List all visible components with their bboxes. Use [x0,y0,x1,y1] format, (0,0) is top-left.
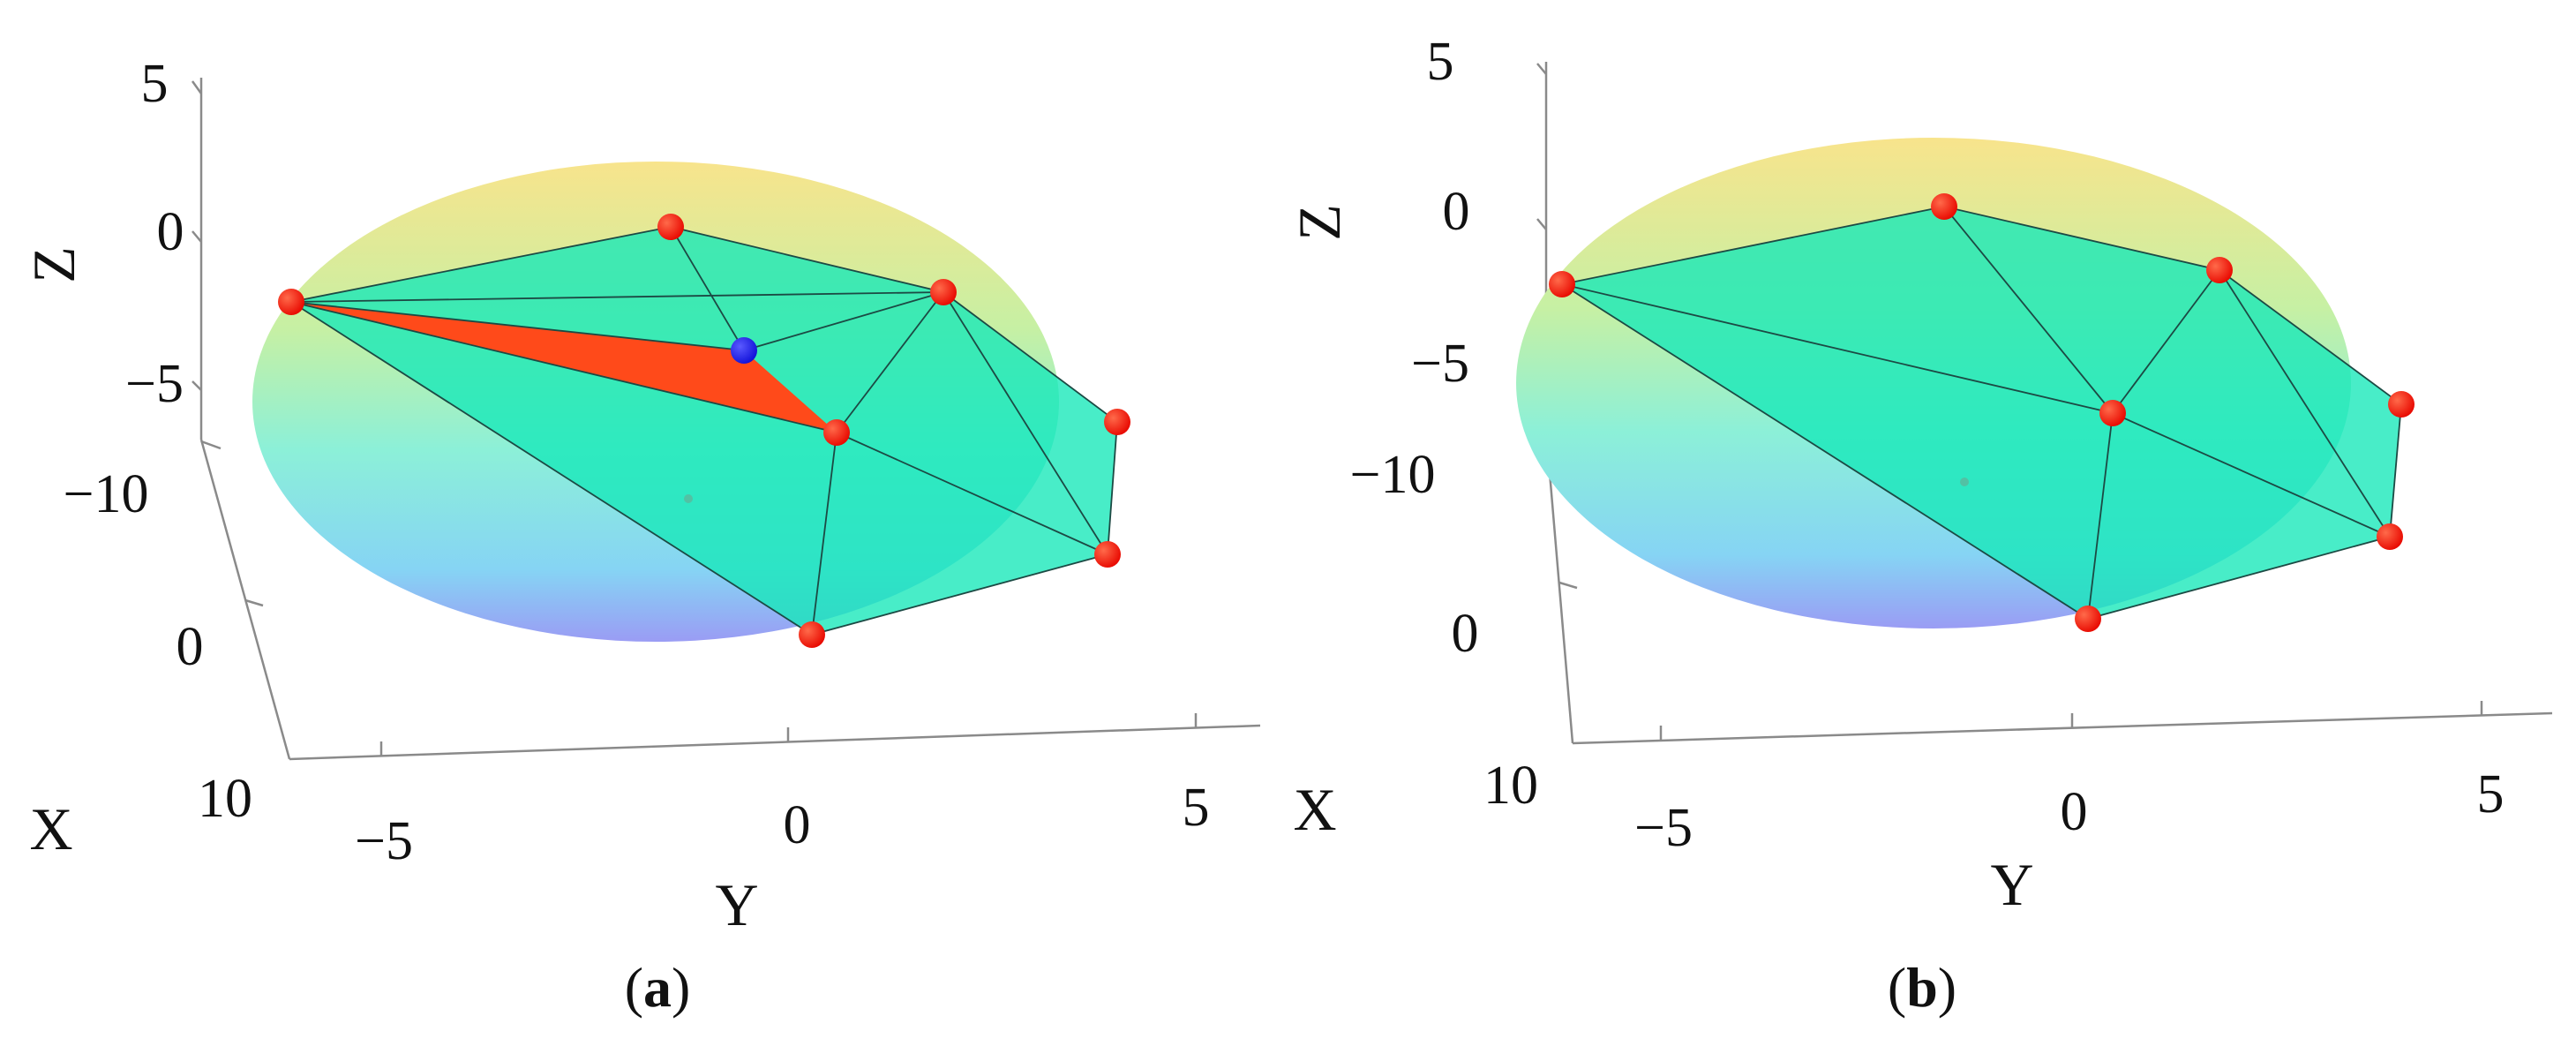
panel-a-z-tick [192,230,202,243]
panel-b-convex-hull [1562,207,2401,619]
panel-b-vertex [2377,523,2403,550]
panel-b-z-tick-label: 5 [1427,32,1454,92]
panel-b-edge [2087,412,2114,620]
panel-b-z-tick-label: −5 [1411,334,1469,394]
panel-a-edge [670,226,745,351]
panel-a-x-tick [244,598,264,607]
panel-b-vertex [2388,391,2415,418]
panel-a-x-tick-label: 10 [198,769,252,829]
panel-a-z-tick-label: 5 [141,54,169,114]
panel-a-center-point [684,494,693,503]
panel-a-edge [811,432,837,636]
panel-b-center-point [1960,478,1969,486]
panel-b-vertices [1549,193,2415,632]
panel-b-edge [1561,283,2114,414]
panel-a-vertex [930,279,957,305]
panel-a-mesh [290,226,1118,636]
panel-a-edge [836,291,944,433]
panel-b-x-axis [1544,430,1574,744]
panel-b-x-tick-label: 10 [1483,756,1538,816]
panel-b-z-tick [1536,63,1547,75]
panel-b-x-axis-label: X [1293,776,1336,843]
panel-a-vertices [278,214,1130,648]
panel-a-z-tick [192,380,202,391]
panel-b-vertex [1931,193,1957,220]
panel-a-vertex [657,214,684,240]
panel-a-y-axis-label: Y [715,871,758,938]
panel-b-y-tick-label: 0 [2061,782,2088,842]
panel-a-edge [290,301,837,433]
panel-a-z-tick [191,80,203,94]
panel-b-vertex [2075,606,2101,632]
panel-b-x-tick [1558,581,1578,590]
panel-a-vertex [1104,409,1130,435]
panel-a-x-tick-label: 0 [176,617,204,677]
panel-a-z-axis-label: Z [20,246,87,283]
panel-b: 5 0 −5 −10 0 10 −5 0 5 Z X Y (b) [1286,32,2553,1019]
panel-b-z-tick-label: 0 [1443,182,1470,242]
panel-a-edge [290,291,944,303]
panel-a-vertex [278,289,304,315]
panel-a-x-tick [200,440,222,450]
panel-a-edge [943,291,1108,555]
panel-a-vertex [1094,541,1121,568]
panel-b-y-tick-label: −5 [1634,798,1693,858]
panel-a-y-tick-label: 5 [1183,778,1210,838]
panel-a-z-tick-label: 0 [157,202,184,262]
panel-b-y-tick-label: 5 [2477,764,2505,824]
panel-b-caption: (b) [1888,956,1956,1019]
panel-b-edge [2112,269,2220,414]
panel-a-y-tick-label: −5 [355,811,413,871]
panel-b-vertex [1549,271,1575,297]
panel-b-tick-labels: 5 0 −5 −10 0 10 −5 0 5 [1350,32,2505,858]
panel-a-vertex [823,419,850,446]
panel-a: 5 0 −5 −10 0 10 −5 0 5 Z X Y (a) [20,54,1261,1019]
panel-a-y-tick-label: 0 [784,795,811,855]
panel-b-axes [1536,62,2553,745]
panel-a-axes [191,78,1261,761]
panel-a-query-point [731,337,757,364]
panel-a-tick-labels: 5 0 −5 −10 0 10 −5 0 5 [64,54,1210,871]
panel-b-z-tick [1536,218,1547,230]
panel-b-z-tick-label: −10 [1350,445,1436,505]
panel-a-vertex [799,621,825,648]
panel-a-edge [836,432,1108,555]
panel-a-caption: (a) [625,956,691,1019]
panel-a-y-axis [289,724,1261,761]
panel-a-x-axis [199,439,291,760]
panel-b-vertex [2206,257,2233,283]
panel-a-edge [743,291,944,351]
panel-b-edge [2112,412,2391,538]
panel-a-z-tick-label: −10 [64,464,149,524]
panel-b-x-tick-label: 0 [1452,604,1479,664]
panel-b-vertex [2099,400,2126,426]
panel-b-z-axis-label: Z [1286,204,1353,241]
panel-a-z-tick-label: −5 [125,354,184,414]
panel-b-y-axis [1572,711,2553,745]
panel-b-edge [1943,206,2114,414]
panel-b-edge [2219,269,2391,538]
panel-a-edge [290,301,745,351]
panel-a-x-axis-label: X [29,795,72,862]
panel-b-y-axis-label: Y [1990,851,2033,918]
